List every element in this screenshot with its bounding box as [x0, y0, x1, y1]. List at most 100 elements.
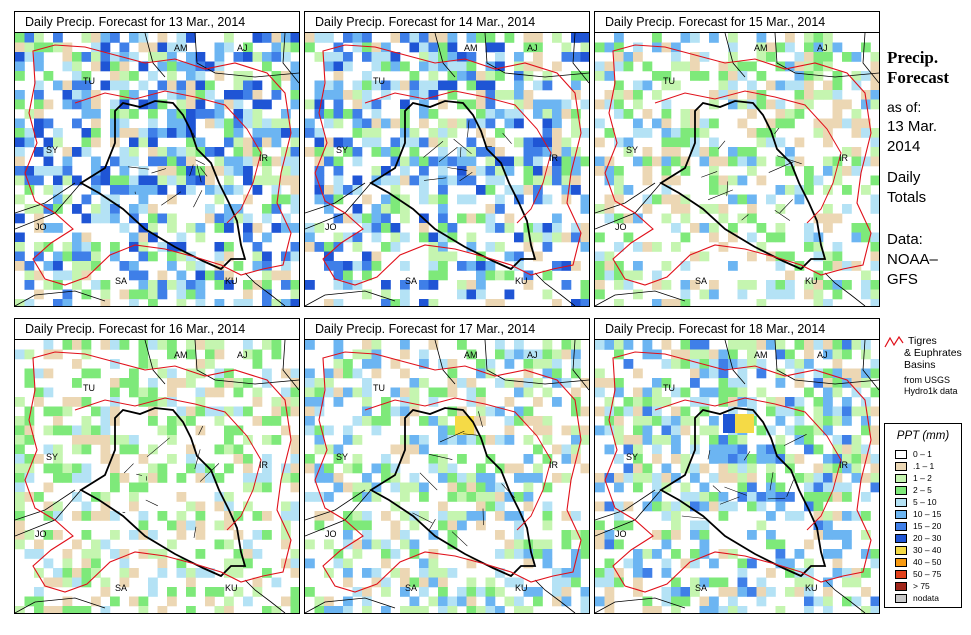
precip-cell: [476, 166, 486, 176]
precip-cell: [91, 166, 101, 176]
precip-cell: [119, 289, 130, 300]
precip-cell: [661, 99, 672, 110]
precip-cell: [447, 61, 458, 72]
precip-cell: [53, 166, 63, 176]
precip-cell: [81, 128, 92, 138]
precip-cell: [81, 213, 92, 224]
province-boundary: [423, 141, 444, 158]
precip-cell: [851, 473, 862, 483]
precip-cell: [561, 175, 572, 186]
precip-cell: [561, 577, 572, 588]
precip-cell: [533, 137, 543, 148]
precip-cell: [81, 425, 92, 436]
precip-cell: [72, 568, 82, 578]
admin-boundary: [824, 579, 866, 613]
precip-cell: [205, 340, 215, 350]
precip-cell: [81, 397, 92, 407]
country-label: JO: [35, 529, 47, 539]
precip-cell: [205, 473, 215, 483]
precip-cell: [870, 194, 879, 205]
precip-cell: [476, 71, 486, 81]
precip-cell: [91, 42, 101, 53]
precip-cell: [514, 387, 524, 398]
precip-cell: [595, 568, 605, 578]
precip-cell: [542, 128, 553, 138]
precip-cell: [186, 606, 196, 613]
precip-cell: [699, 520, 710, 531]
precip-cell: [214, 349, 225, 360]
precip-cell: [737, 558, 748, 569]
precip-cell: [785, 289, 795, 300]
precip-cell: [129, 492, 139, 502]
precip-cell: [157, 42, 168, 53]
precip-cell: [457, 473, 467, 483]
precip-cell: [813, 444, 824, 455]
precip-cell: [485, 577, 496, 588]
precip-cell: [119, 435, 130, 445]
precip-cell: [457, 118, 467, 129]
precip-cell: [476, 280, 486, 290]
precip-cell: [72, 232, 82, 243]
precip-cell: [205, 118, 215, 129]
precip-cell: [24, 435, 35, 445]
precip-cell: [419, 587, 429, 597]
precip-cell: [842, 204, 852, 214]
precip-cell: [571, 71, 581, 81]
precip-cell: [699, 71, 710, 81]
precip-cell: [148, 387, 158, 398]
precip-cell: [281, 530, 291, 540]
precip-cell: [823, 223, 833, 233]
precip-cell: [290, 558, 299, 569]
precip-cell: [352, 539, 363, 550]
precip-cell: [110, 80, 120, 91]
precip-cell: [24, 549, 35, 559]
precip-cell: [333, 42, 344, 53]
precip-cell: [718, 61, 729, 72]
precip-cell: [371, 204, 382, 214]
precip-cell: [699, 251, 710, 262]
precip-cell: [409, 435, 420, 445]
precip-cell: [851, 80, 862, 91]
precip-cell: [24, 406, 35, 417]
precip-cell: [419, 90, 429, 100]
precip-cell: [110, 33, 120, 43]
precip-cell: [690, 577, 700, 588]
precip-cell: [91, 406, 101, 417]
precip-cell: [614, 378, 624, 388]
precip-cell: [552, 587, 562, 597]
precip-cell: [214, 587, 225, 597]
precip-cell: [62, 596, 73, 607]
precip-cell: [709, 118, 719, 129]
precip-cell: [804, 387, 814, 398]
precip-cell: [794, 378, 805, 388]
precip-cell: [110, 454, 120, 464]
precip-cell: [766, 80, 776, 91]
precip-cell: [604, 558, 615, 569]
precip-cell: [409, 482, 420, 493]
precip-cell: [823, 473, 833, 483]
precip-cell: [633, 52, 643, 62]
precip-cell: [861, 270, 871, 281]
precip-cell: [262, 416, 272, 426]
precip-cell: [514, 232, 524, 243]
precip-cell: [371, 251, 382, 262]
precip-cell: [157, 61, 168, 72]
precip-cell: [362, 213, 372, 224]
precip-cell: [100, 587, 111, 597]
precip-cell: [214, 473, 225, 483]
legend-label: nodata: [913, 593, 939, 603]
precip-cell: [775, 289, 786, 300]
precip-cell: [775, 406, 786, 417]
precip-cell: [457, 213, 467, 224]
precip-cell: [813, 42, 824, 53]
precip-cell: [614, 166, 624, 176]
precip-cell: [580, 587, 589, 597]
admin-boundary: [144, 33, 166, 78]
precip-cell: [542, 435, 553, 445]
precip-cell: [718, 175, 729, 186]
precip-cell: [832, 435, 843, 445]
precip-cell: [552, 118, 562, 129]
precip-cell: [438, 577, 448, 588]
precip-cell: [352, 482, 363, 493]
